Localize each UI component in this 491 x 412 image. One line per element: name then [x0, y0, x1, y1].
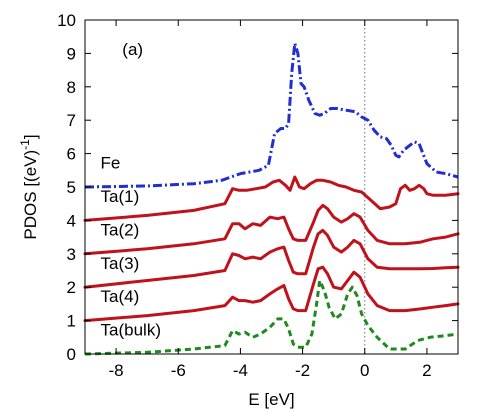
y-axis-label-end: ]	[21, 134, 40, 139]
x-tick-label: -8	[109, 361, 124, 380]
series-line-ta-3	[83, 228, 460, 289]
y-tick-label: 2	[67, 278, 76, 297]
y-tick-label: 1	[67, 312, 76, 331]
x-axis-label: E [eV]	[248, 390, 294, 409]
y-tick-label: 4	[67, 211, 76, 230]
series-line-ta-bulk	[84, 279, 459, 356]
x-tick-label: 2	[422, 361, 431, 380]
series-layer	[83, 41, 460, 356]
y-tick-label: 5	[67, 178, 76, 197]
x-tick-label: 0	[360, 361, 369, 380]
y-axis-label: PDOS [(eV)-1]	[18, 134, 40, 239]
series-line-ta-2	[83, 203, 460, 256]
x-tick-label: -6	[171, 361, 186, 380]
y-tick-label: 10	[57, 11, 76, 30]
x-tick-label: -2	[295, 361, 310, 380]
y-tick-label: 0	[67, 345, 76, 364]
series-label: Ta(4)	[101, 287, 140, 306]
panel-label: (a)	[122, 40, 143, 59]
y-tick-label: 6	[67, 145, 76, 164]
y-tick-label: 7	[67, 111, 76, 130]
series-line-ta-4	[83, 265, 460, 323]
series-label: Ta(1)	[101, 187, 140, 206]
y-tick-label: 3	[67, 245, 76, 264]
y-tick-label: 9	[67, 44, 76, 63]
x-tick-label: -4	[233, 361, 248, 380]
series-label: Ta(3)	[101, 254, 140, 273]
y-axis-label-main: PDOS [(eV)	[21, 150, 40, 240]
series-label: Ta(2)	[101, 220, 140, 239]
ticks-layer: -8 -6 -4 -2 0 2 0 1 2 3 4 5 6 7 8 9 10	[57, 11, 458, 380]
series-labels-layer: Fe Ta(1) Ta(2) Ta(3) Ta(4) Ta(bulk)	[101, 154, 161, 340]
series-label: Fe	[101, 154, 121, 173]
y-axis-label-exponent: -1	[18, 139, 32, 150]
series-line-fe	[84, 41, 459, 189]
series-label: Ta(bulk)	[101, 321, 161, 340]
y-tick-label: 8	[67, 78, 76, 97]
series-line-ta-1	[83, 175, 460, 222]
